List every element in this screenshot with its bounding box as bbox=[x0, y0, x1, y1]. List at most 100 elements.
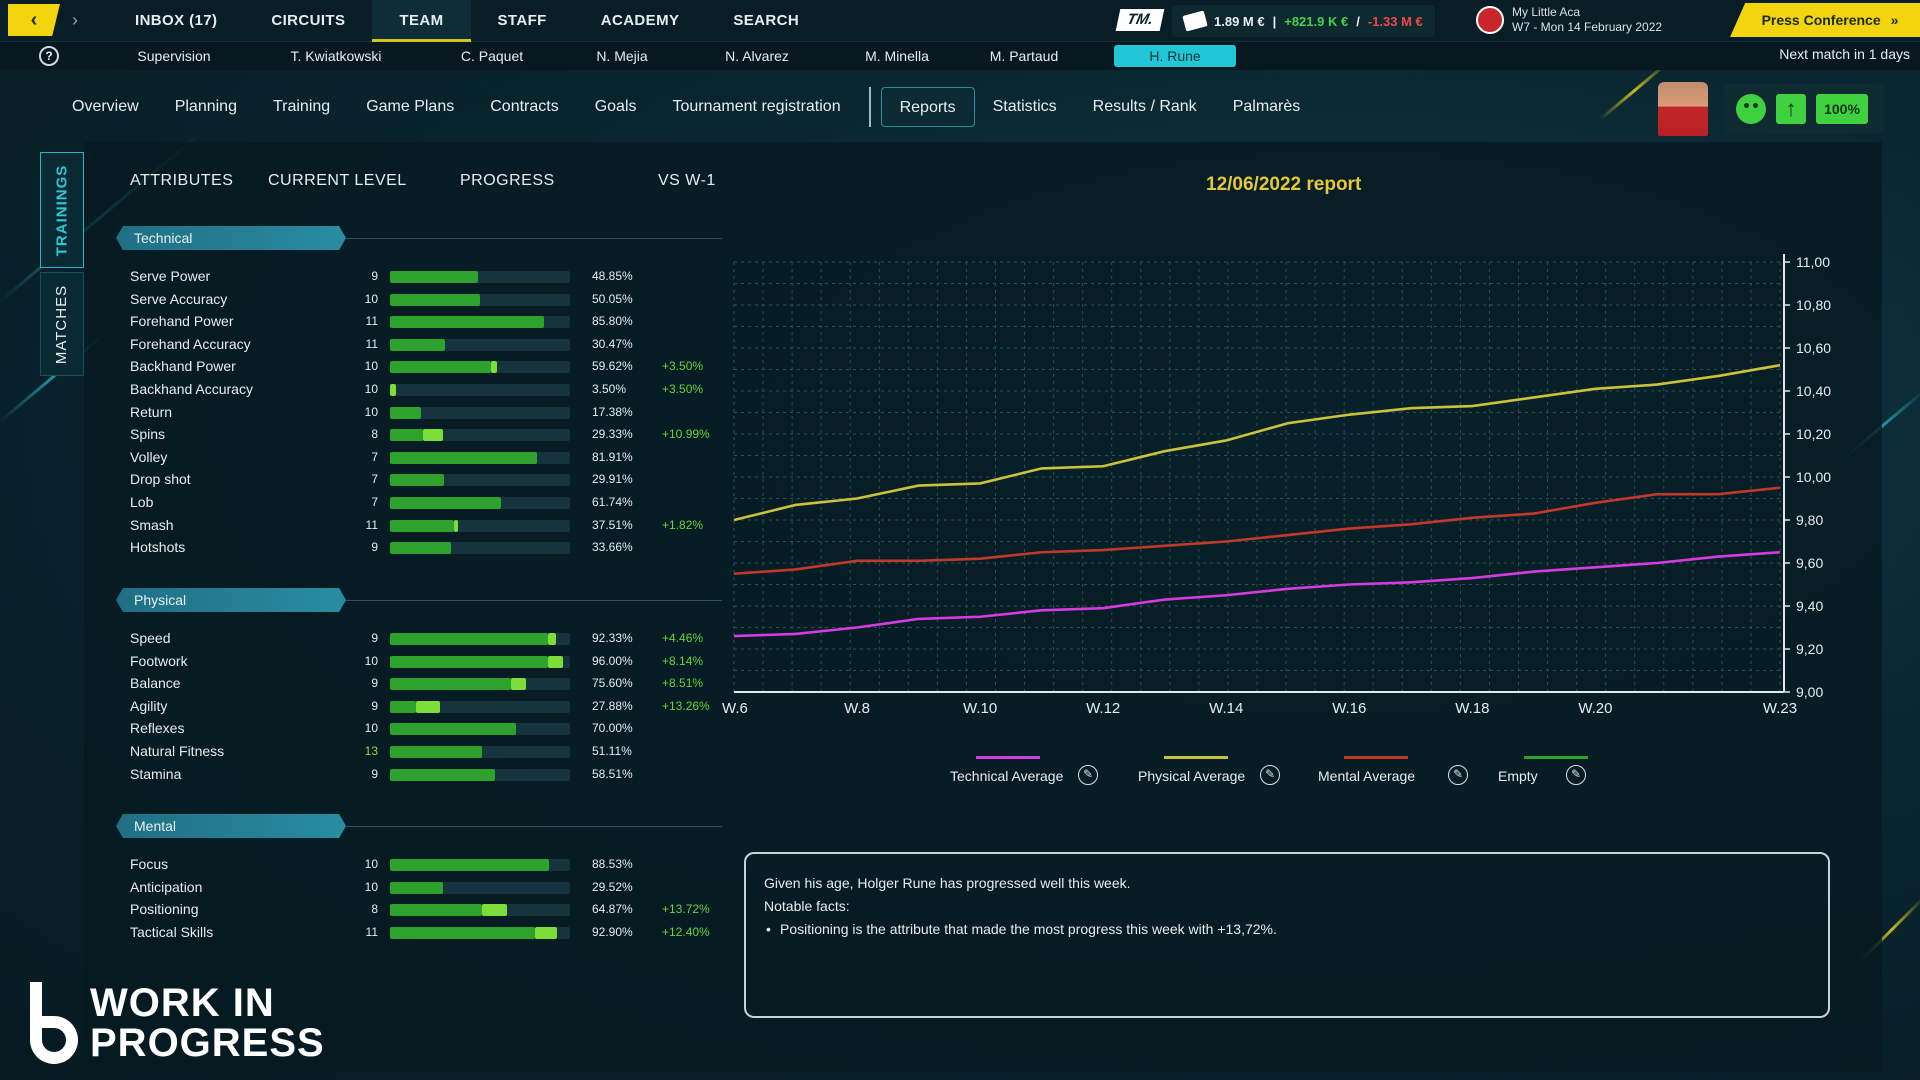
progress-bar-fill bbox=[390, 361, 492, 374]
tab-game-plans[interactable]: Game Plans bbox=[366, 98, 455, 115]
tab-palmar-s[interactable]: Palmarès bbox=[1232, 98, 1301, 115]
staff-item-n-mejia[interactable]: N. Mejia bbox=[596, 48, 648, 64]
menu-item-team[interactable]: TEAM bbox=[372, 0, 471, 42]
header-vs-w1: VS W-1 bbox=[658, 172, 716, 189]
forward-button[interactable]: › bbox=[60, 4, 90, 36]
attribute-row[interactable]: Anticipation 10 29.52% bbox=[130, 877, 730, 899]
attribute-name: Balance bbox=[130, 675, 181, 692]
attribute-row[interactable]: Agility 9 27.88% +13.26% bbox=[130, 696, 730, 718]
help-icon[interactable]: ? bbox=[39, 46, 59, 66]
attribute-row[interactable]: Spins 8 29.33% +10.99% bbox=[130, 424, 730, 446]
staff-item-c-paquet[interactable]: C. Paquet bbox=[460, 48, 524, 64]
progress-bar-fill bbox=[390, 406, 422, 419]
attribute-row[interactable]: Speed 9 92.33% +4.46% bbox=[130, 628, 730, 650]
tm-logo: TM. bbox=[1115, 9, 1165, 31]
top-bar: ‹ › INBOX (17) CIRCUITS TEAM STAFF ACADEMY SE… bbox=[0, 0, 1920, 42]
back-button[interactable]: ‹ bbox=[8, 4, 60, 36]
y-tick-label: 10,00 bbox=[1796, 469, 1831, 485]
attribute-row[interactable]: Backhand Power 10 59.62% +3.50% bbox=[130, 356, 730, 378]
attribute-name: Forehand Power bbox=[130, 313, 234, 330]
attribute-progress: 70.00% bbox=[592, 721, 633, 736]
attribute-row[interactable]: Focus 10 88.53% bbox=[130, 854, 730, 876]
attribute-row[interactable]: Footwork 10 96.00% +8.14% bbox=[130, 651, 730, 673]
attribute-progress: 17.38% bbox=[592, 404, 633, 419]
menu-item-search[interactable]: SEARCH bbox=[733, 12, 800, 29]
attribute-row[interactable]: Serve Power 9 48.85% bbox=[130, 266, 730, 288]
progress-bar-gain bbox=[454, 519, 458, 532]
progress-bar bbox=[390, 926, 570, 939]
x-tick-label: W.14 bbox=[1209, 700, 1243, 717]
attribute-row[interactable]: Drop shot 7 29.91% bbox=[130, 469, 730, 491]
attribute-name: Backhand Power bbox=[130, 358, 236, 375]
staff-item-m-partaud[interactable]: M. Partaud bbox=[989, 48, 1059, 64]
legend-swatch bbox=[1524, 756, 1588, 759]
progress-bar bbox=[390, 497, 570, 509]
attribute-progress: 50.05% bbox=[592, 291, 633, 306]
tab-reports[interactable]: Reports bbox=[880, 87, 975, 127]
tab-goals[interactable]: Goals bbox=[594, 98, 637, 115]
double-chevron-right-icon: » bbox=[1890, 12, 1899, 28]
menu-item-staff[interactable]: STAFF bbox=[497, 12, 547, 29]
progress-bar-fill bbox=[390, 497, 502, 509]
section-header-technical: Technical bbox=[116, 226, 346, 250]
main-menu: INBOX (17) CIRCUITS TEAM STAFF ACADEMY SEARCH bbox=[108, 0, 826, 42]
watermark-line-2: PROGRESS bbox=[90, 1021, 325, 1065]
tab-planning[interactable]: Planning bbox=[174, 98, 237, 115]
menu-item-circuits[interactable]: CIRCUITS bbox=[271, 12, 346, 29]
attribute-row[interactable]: Stamina 9 58.51% bbox=[130, 764, 730, 786]
legend-swatch bbox=[976, 756, 1040, 759]
attribute-level: 10 bbox=[364, 291, 378, 306]
tab-statistics[interactable]: Statistics bbox=[992, 98, 1057, 115]
staff-item-h-rune[interactable]: H. Rune bbox=[1114, 45, 1236, 67]
attribute-name: Spins bbox=[130, 426, 166, 443]
tab-overview[interactable]: Overview bbox=[72, 98, 139, 115]
side-tab-trainings[interactable]: TRAININGS bbox=[40, 152, 84, 268]
staff-item-n-alvarez[interactable]: N. Alvarez bbox=[725, 48, 789, 64]
attribute-row[interactable]: Serve Accuracy 10 50.05% bbox=[130, 289, 730, 311]
finance-summary[interactable]: 1.89 M € | +821.9 K € / -1.33 M € bbox=[1172, 5, 1435, 37]
club-name: My Little Aca bbox=[1512, 5, 1581, 19]
attribute-row[interactable]: Forehand Accuracy 11 30.47% bbox=[130, 334, 730, 356]
tab-tournament-registration[interactable]: Tournament registration bbox=[672, 98, 841, 115]
section-header-physical: Physical bbox=[116, 588, 346, 612]
attribute-row[interactable]: Lob 7 61.74% bbox=[130, 492, 730, 514]
progress-bar-fill bbox=[390, 926, 535, 939]
attribute-row[interactable]: Reflexes 10 70.00% bbox=[130, 718, 730, 740]
tab-results-rank[interactable]: Results / Rank bbox=[1092, 98, 1197, 115]
menu-item-academy[interactable]: ACADEMY bbox=[600, 12, 680, 29]
attribute-row[interactable]: Volley 7 81.91% bbox=[130, 447, 730, 469]
staff-item-m-minella[interactable]: M. Minella bbox=[865, 48, 929, 64]
attribute-row[interactable]: Balance 9 75.60% +8.51% bbox=[130, 673, 730, 695]
progress-bar-gain bbox=[390, 384, 397, 396]
attribute-row[interactable]: Positioning 8 64.87% +13.72% bbox=[130, 899, 730, 921]
staff-item-t-kwiatkowski[interactable]: T. Kwiatkowski bbox=[290, 48, 382, 64]
x-tick-label: W.23 bbox=[1763, 700, 1797, 717]
attribute-row[interactable]: Natural Fitness 13 51.11% bbox=[130, 741, 730, 763]
edit-pencil-icon[interactable]: ✎ bbox=[1078, 765, 1098, 785]
tab-contracts[interactable]: Contracts bbox=[490, 98, 559, 115]
menu-item-inbox-17[interactable]: INBOX (17) bbox=[135, 12, 218, 29]
attribute-name: Natural Fitness bbox=[130, 743, 225, 759]
progress-bar bbox=[390, 316, 570, 329]
progress-bar bbox=[390, 768, 570, 781]
report-panel bbox=[84, 142, 1882, 1072]
attribute-row[interactable]: Tactical Skills 11 92.90% +12.40% bbox=[130, 922, 730, 944]
attribute-row[interactable]: Hotshots 9 33.66% bbox=[130, 537, 730, 559]
attribute-row[interactable]: Forehand Power 11 85.80% bbox=[130, 311, 730, 333]
legend-label: Mental Average bbox=[1318, 768, 1416, 784]
press-conference-button[interactable]: Press Conference » bbox=[1730, 3, 1920, 37]
staff-item-supervision[interactable]: Supervision bbox=[137, 48, 211, 64]
side-tab-matches[interactable]: MATCHES bbox=[40, 272, 84, 376]
club-info[interactable]: My Little Aca W7 - Mon 14 February 2022 bbox=[1476, 5, 1662, 35]
tab-training[interactable]: Training bbox=[272, 98, 331, 115]
player-avatar[interactable] bbox=[1658, 82, 1708, 136]
attribute-row[interactable]: Backhand Accuracy 10 3.50% +3.50% bbox=[130, 379, 730, 401]
edit-pencil-icon[interactable]: ✎ bbox=[1448, 765, 1468, 785]
edit-pencil-icon[interactable]: ✎ bbox=[1566, 765, 1586, 785]
edit-pencil-icon[interactable]: ✎ bbox=[1260, 765, 1280, 785]
staff-bar: ? Supervision T. Kwiatkowski C. Paquet N. M… bbox=[0, 42, 1920, 70]
section-divider bbox=[346, 826, 722, 827]
attribute-row[interactable]: Smash 11 37.51% +1.82% bbox=[130, 515, 730, 537]
progress-bar bbox=[390, 904, 570, 917]
attribute-row[interactable]: Return 10 17.38% bbox=[130, 402, 730, 424]
